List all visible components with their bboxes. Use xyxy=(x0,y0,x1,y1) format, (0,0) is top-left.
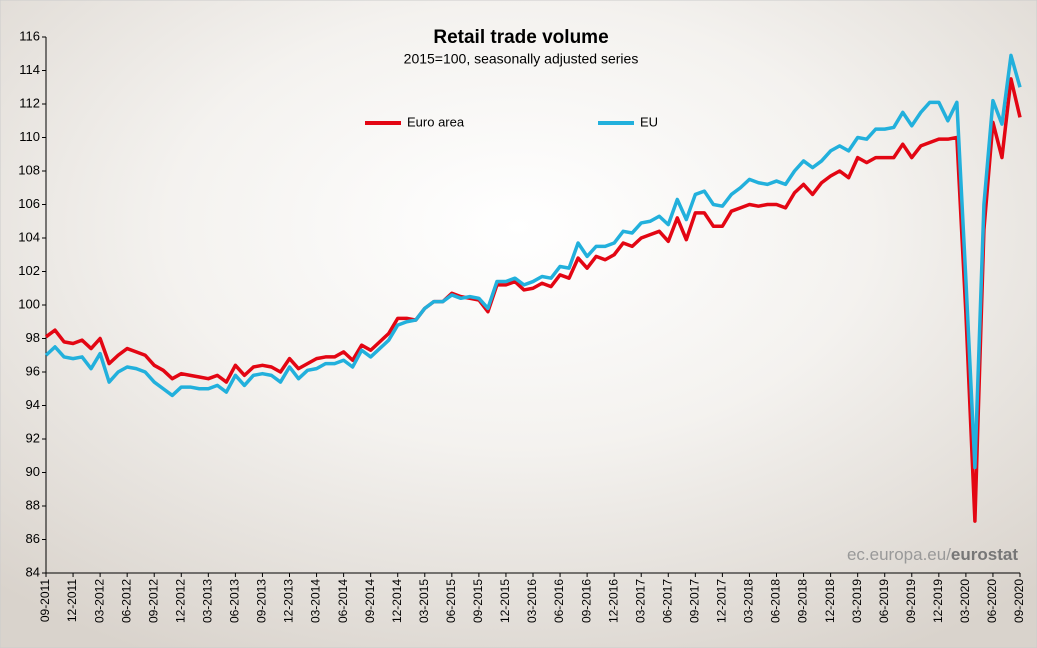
y-tick-label: 98 xyxy=(26,330,40,345)
x-tick-label: 12-2016 xyxy=(606,579,620,623)
y-tick-label: 84 xyxy=(26,564,40,579)
x-tick-label: 03-2016 xyxy=(525,579,539,623)
y-tick-label: 96 xyxy=(26,363,40,378)
x-tick-label: 06-2016 xyxy=(552,579,566,623)
legend-label: Euro area xyxy=(407,114,465,129)
y-tick-label: 102 xyxy=(18,263,40,278)
x-tick-label: 12-2019 xyxy=(931,579,945,623)
y-tick-label: 100 xyxy=(18,296,40,311)
x-tick-label: 12-2015 xyxy=(498,579,512,623)
series-line xyxy=(44,77,1022,523)
x-tick-label: 06-2019 xyxy=(877,579,891,623)
x-tick-label: 12-2011 xyxy=(65,579,79,622)
y-tick-label: 104 xyxy=(18,229,40,244)
x-tick-label: 12-2012 xyxy=(173,579,187,623)
x-tick-label: 03-2020 xyxy=(958,579,972,623)
y-tick-label: 86 xyxy=(26,531,40,546)
y-tick-label: 106 xyxy=(18,196,40,211)
x-tick-label: 12-2018 xyxy=(823,579,837,623)
x-tick-label: 09-2020 xyxy=(1012,579,1026,623)
legend-label: EU xyxy=(640,114,658,129)
x-tick-label: 09-2013 xyxy=(255,579,269,623)
x-tick-label: 09-2019 xyxy=(904,579,918,623)
source-prefix: ec.europa.eu/ xyxy=(847,545,951,564)
x-tick-label: 06-2014 xyxy=(336,579,350,623)
x-tick-label: 06-2020 xyxy=(985,579,999,623)
y-tick-label: 110 xyxy=(19,129,40,144)
series-line xyxy=(44,53,1022,470)
x-tick-label: 06-2015 xyxy=(444,579,458,623)
x-tick-label: 03-2013 xyxy=(201,579,215,623)
x-tick-label: 06-2017 xyxy=(660,579,674,623)
y-tick-label: 90 xyxy=(26,464,40,479)
chart-title: Retail trade volume xyxy=(433,27,608,48)
source-brand: eurostat xyxy=(951,545,1018,564)
chart-subtitle: 2015=100, seasonally adjusted series xyxy=(404,51,639,67)
x-tick-label: 12-2017 xyxy=(715,579,729,623)
x-tick-label: 09-2011 xyxy=(38,579,52,622)
x-tick-label: 09-2018 xyxy=(796,579,810,623)
x-tick-label: 03-2017 xyxy=(633,579,647,623)
x-tick-label: 06-2012 xyxy=(119,579,133,623)
source: ec.europa.eu/eurostat xyxy=(847,545,1018,564)
x-tick-label: 03-2012 xyxy=(92,579,106,623)
y-tick-label: 88 xyxy=(26,497,40,512)
y-tick-label: 94 xyxy=(26,397,40,412)
x-tick-label: 03-2018 xyxy=(742,579,756,623)
x-tick-label: 12-2014 xyxy=(390,579,404,623)
x-tick-label: 09-2014 xyxy=(363,579,377,623)
x-tick-label: 09-2017 xyxy=(688,579,702,623)
x-tick-label: 03-2015 xyxy=(417,579,431,623)
y-tick-label: 114 xyxy=(19,62,40,77)
x-tick-label: 03-2019 xyxy=(850,579,864,623)
x-tick-label: 09-2012 xyxy=(146,579,160,623)
y-tick-label: 108 xyxy=(18,162,40,177)
x-tick-label: 06-2013 xyxy=(228,579,242,623)
y-tick-label: 116 xyxy=(19,28,40,43)
x-tick-label: 12-2013 xyxy=(282,579,296,623)
y-tick-label: 112 xyxy=(19,95,40,110)
x-tick-label: 06-2018 xyxy=(769,579,783,623)
x-tick-label: 09-2015 xyxy=(471,579,485,623)
y-tick-label: 92 xyxy=(26,430,40,445)
x-tick-label: 03-2014 xyxy=(309,579,323,623)
x-tick-label: 09-2016 xyxy=(579,579,593,623)
